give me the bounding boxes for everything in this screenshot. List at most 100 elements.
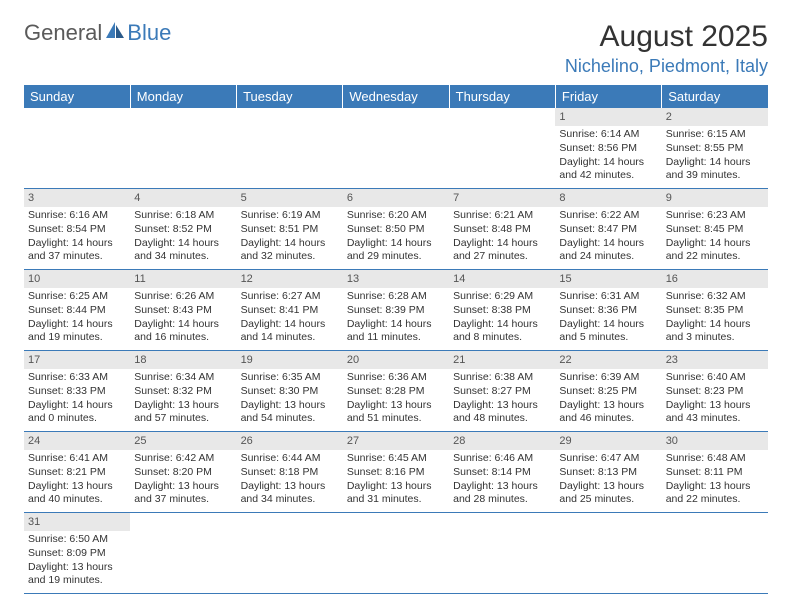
sunset-text: Sunset: 8:48 PM <box>453 223 551 237</box>
calendar-row: 17Sunrise: 6:33 AMSunset: 8:33 PMDayligh… <box>24 351 768 432</box>
sunrise-text: Sunrise: 6:20 AM <box>347 209 445 223</box>
calendar-cell-empty <box>449 108 555 189</box>
sunset-text: Sunset: 8:43 PM <box>134 304 232 318</box>
daylight-text-2: and 39 minutes. <box>666 169 764 183</box>
sunset-text: Sunset: 8:50 PM <box>347 223 445 237</box>
calendar-cell: 17Sunrise: 6:33 AMSunset: 8:33 PMDayligh… <box>24 351 130 432</box>
daylight-text-1: Daylight: 13 hours <box>559 399 657 413</box>
day-number: 16 <box>662 270 768 288</box>
daylight-text-1: Daylight: 14 hours <box>28 399 126 413</box>
sunrise-text: Sunrise: 6:29 AM <box>453 290 551 304</box>
weekday-header: Monday <box>130 85 236 108</box>
calendar-cell-empty <box>555 513 661 594</box>
calendar-cell: 21Sunrise: 6:38 AMSunset: 8:27 PMDayligh… <box>449 351 555 432</box>
sunset-text: Sunset: 8:36 PM <box>559 304 657 318</box>
daylight-text-1: Daylight: 13 hours <box>241 480 339 494</box>
calendar-cell: 8Sunrise: 6:22 AMSunset: 8:47 PMDaylight… <box>555 189 661 270</box>
sunrise-text: Sunrise: 6:34 AM <box>134 371 232 385</box>
calendar-cell: 6Sunrise: 6:20 AMSunset: 8:50 PMDaylight… <box>343 189 449 270</box>
sunrise-text: Sunrise: 6:26 AM <box>134 290 232 304</box>
weekday-header: Friday <box>555 85 661 108</box>
calendar-cell: 29Sunrise: 6:47 AMSunset: 8:13 PMDayligh… <box>555 432 661 513</box>
calendar-cell: 31Sunrise: 6:50 AMSunset: 8:09 PMDayligh… <box>24 513 130 594</box>
sunrise-text: Sunrise: 6:35 AM <box>241 371 339 385</box>
day-number: 23 <box>662 351 768 369</box>
calendar-cell: 5Sunrise: 6:19 AMSunset: 8:51 PMDaylight… <box>237 189 343 270</box>
daylight-text-2: and 8 minutes. <box>453 331 551 345</box>
sunset-text: Sunset: 8:38 PM <box>453 304 551 318</box>
day-number: 8 <box>555 189 661 207</box>
daylight-text-1: Daylight: 14 hours <box>134 318 232 332</box>
calendar-cell: 23Sunrise: 6:40 AMSunset: 8:23 PMDayligh… <box>662 351 768 432</box>
sunrise-text: Sunrise: 6:44 AM <box>241 452 339 466</box>
sunset-text: Sunset: 8:20 PM <box>134 466 232 480</box>
calendar-cell: 12Sunrise: 6:27 AMSunset: 8:41 PMDayligh… <box>237 270 343 351</box>
sunrise-text: Sunrise: 6:40 AM <box>666 371 764 385</box>
calendar-row: 3Sunrise: 6:16 AMSunset: 8:54 PMDaylight… <box>24 189 768 270</box>
daylight-text-2: and 43 minutes. <box>666 412 764 426</box>
sunrise-text: Sunrise: 6:42 AM <box>134 452 232 466</box>
sunrise-text: Sunrise: 6:14 AM <box>559 128 657 142</box>
daylight-text-2: and 19 minutes. <box>28 574 126 588</box>
daylight-text-2: and 42 minutes. <box>559 169 657 183</box>
calendar-cell-empty <box>24 108 130 189</box>
calendar-cell: 26Sunrise: 6:44 AMSunset: 8:18 PMDayligh… <box>237 432 343 513</box>
calendar-cell-empty <box>130 513 236 594</box>
calendar-row: 1Sunrise: 6:14 AMSunset: 8:56 PMDaylight… <box>24 108 768 189</box>
daylight-text-1: Daylight: 13 hours <box>28 480 126 494</box>
day-number: 19 <box>237 351 343 369</box>
daylight-text-2: and 24 minutes. <box>559 250 657 264</box>
calendar-cell: 22Sunrise: 6:39 AMSunset: 8:25 PMDayligh… <box>555 351 661 432</box>
daylight-text-2: and 32 minutes. <box>241 250 339 264</box>
weekday-header: Saturday <box>662 85 768 108</box>
weekday-header: Wednesday <box>343 85 449 108</box>
day-number: 3 <box>24 189 130 207</box>
daylight-text-1: Daylight: 13 hours <box>666 399 764 413</box>
daylight-text-1: Daylight: 14 hours <box>134 237 232 251</box>
sunset-text: Sunset: 8:56 PM <box>559 142 657 156</box>
month-title: August 2025 <box>565 20 768 54</box>
sunset-text: Sunset: 8:14 PM <box>453 466 551 480</box>
day-number: 29 <box>555 432 661 450</box>
calendar-cell: 25Sunrise: 6:42 AMSunset: 8:20 PMDayligh… <box>130 432 236 513</box>
calendar-row: 10Sunrise: 6:25 AMSunset: 8:44 PMDayligh… <box>24 270 768 351</box>
weekday-header: Tuesday <box>237 85 343 108</box>
day-number: 6 <box>343 189 449 207</box>
daylight-text-1: Daylight: 13 hours <box>347 399 445 413</box>
daylight-text-1: Daylight: 14 hours <box>666 318 764 332</box>
daylight-text-2: and 37 minutes. <box>28 250 126 264</box>
logo-text-2: Blue <box>127 20 171 46</box>
weekday-header: Sunday <box>24 85 130 108</box>
sunrise-text: Sunrise: 6:21 AM <box>453 209 551 223</box>
location: Nichelino, Piedmont, Italy <box>565 56 768 77</box>
sunrise-text: Sunrise: 6:50 AM <box>28 533 126 547</box>
calendar-cell-empty <box>343 108 449 189</box>
day-number: 1 <box>555 108 661 126</box>
sail-icon <box>104 20 126 46</box>
daylight-text-2: and 31 minutes. <box>347 493 445 507</box>
sunrise-text: Sunrise: 6:15 AM <box>666 128 764 142</box>
daylight-text-1: Daylight: 13 hours <box>347 480 445 494</box>
daylight-text-2: and 40 minutes. <box>28 493 126 507</box>
daylight-text-2: and 34 minutes. <box>134 250 232 264</box>
sunset-text: Sunset: 8:28 PM <box>347 385 445 399</box>
calendar-cell-empty <box>449 513 555 594</box>
sunrise-text: Sunrise: 6:22 AM <box>559 209 657 223</box>
daylight-text-2: and 22 minutes. <box>666 493 764 507</box>
daylight-text-1: Daylight: 13 hours <box>28 561 126 575</box>
calendar-row: 24Sunrise: 6:41 AMSunset: 8:21 PMDayligh… <box>24 432 768 513</box>
sunrise-text: Sunrise: 6:48 AM <box>666 452 764 466</box>
calendar-cell: 20Sunrise: 6:36 AMSunset: 8:28 PMDayligh… <box>343 351 449 432</box>
daylight-text-2: and 11 minutes. <box>347 331 445 345</box>
day-number: 28 <box>449 432 555 450</box>
calendar-cell: 15Sunrise: 6:31 AMSunset: 8:36 PMDayligh… <box>555 270 661 351</box>
logo-text-1: General <box>24 20 102 46</box>
daylight-text-2: and 28 minutes. <box>453 493 551 507</box>
sunset-text: Sunset: 8:27 PM <box>453 385 551 399</box>
header: General Blue August 2025 Nichelino, Pied… <box>24 20 768 77</box>
daylight-text-2: and 27 minutes. <box>453 250 551 264</box>
sunrise-text: Sunrise: 6:19 AM <box>241 209 339 223</box>
sunset-text: Sunset: 8:39 PM <box>347 304 445 318</box>
daylight-text-2: and 5 minutes. <box>559 331 657 345</box>
day-number: 14 <box>449 270 555 288</box>
